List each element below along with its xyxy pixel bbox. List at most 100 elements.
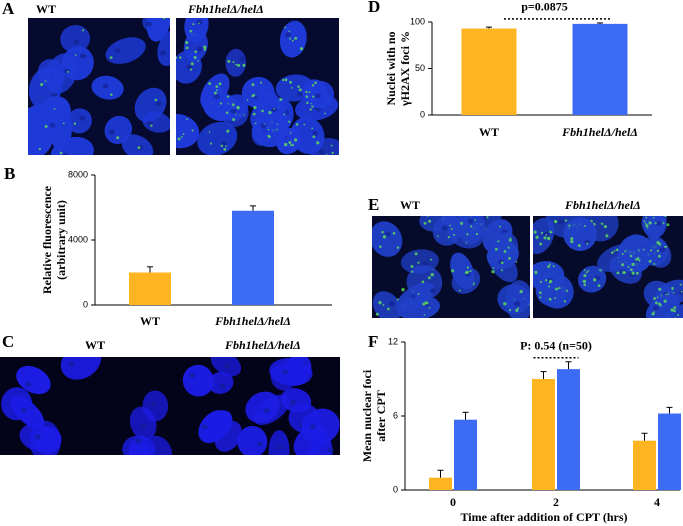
focus bbox=[660, 209, 662, 211]
focus bbox=[466, 233, 469, 236]
focus bbox=[225, 145, 227, 148]
micrograph bbox=[176, 18, 341, 157]
focus bbox=[548, 285, 550, 288]
y-axis-label: Nuclei with no bbox=[384, 31, 398, 105]
image-label: WT bbox=[85, 338, 105, 352]
y-tick-label: 4000 bbox=[68, 234, 88, 244]
focus bbox=[314, 81, 317, 85]
focus bbox=[53, 107, 56, 110]
nucleus bbox=[253, 394, 290, 425]
nucleus bbox=[45, 53, 78, 94]
focus bbox=[208, 82, 212, 85]
focus bbox=[176, 56, 177, 59]
focus bbox=[191, 129, 194, 132]
focus bbox=[663, 299, 667, 303]
focus bbox=[268, 111, 272, 115]
x-tick-label: Fbh1helΔ/helΔ bbox=[214, 314, 291, 328]
y-tick-label: 12 bbox=[388, 336, 398, 346]
focus bbox=[508, 238, 512, 242]
focus bbox=[568, 224, 571, 227]
nucleolus bbox=[140, 424, 147, 430]
y-axis-label: (arbitrary unit) bbox=[54, 200, 68, 280]
focus bbox=[232, 103, 235, 107]
focus bbox=[186, 118, 188, 121]
focus bbox=[564, 219, 568, 222]
error-bar bbox=[486, 26, 492, 29]
nucleolus bbox=[213, 94, 220, 100]
focus bbox=[209, 142, 213, 145]
focus bbox=[289, 37, 292, 40]
focus bbox=[658, 302, 661, 306]
nucleus bbox=[432, 216, 463, 246]
nucleolus bbox=[312, 130, 319, 136]
nucleus bbox=[301, 408, 340, 445]
nucleolus bbox=[102, 83, 109, 89]
focus bbox=[252, 112, 256, 116]
focus bbox=[583, 283, 587, 287]
focus bbox=[587, 270, 590, 272]
bar bbox=[461, 28, 517, 115]
nucleolus bbox=[189, 373, 196, 379]
nucleus bbox=[105, 37, 146, 64]
focus bbox=[472, 212, 475, 215]
focus bbox=[550, 211, 553, 214]
nucleus bbox=[609, 255, 643, 284]
focus bbox=[460, 221, 464, 225]
nucleus bbox=[641, 216, 667, 238]
focus bbox=[464, 271, 468, 275]
image-label: Fbh1helΔ/helΔ bbox=[224, 338, 301, 352]
focus bbox=[260, 81, 263, 84]
nucleus bbox=[176, 113, 200, 149]
focus bbox=[289, 80, 292, 84]
nucleus bbox=[221, 100, 249, 127]
focus bbox=[339, 155, 341, 157]
bar bbox=[454, 419, 477, 490]
focus bbox=[645, 224, 649, 228]
focus bbox=[40, 83, 44, 87]
nucleolus bbox=[263, 408, 270, 414]
nucleolus bbox=[150, 401, 157, 407]
focus bbox=[338, 152, 339, 155]
focus bbox=[428, 306, 431, 309]
x-tick-label: WT bbox=[479, 125, 499, 139]
nucleolus bbox=[230, 108, 237, 114]
focus bbox=[267, 134, 270, 137]
focus bbox=[295, 123, 299, 126]
focus bbox=[421, 280, 425, 284]
nucleus bbox=[200, 73, 230, 109]
annotation: P: 0.54 (n=50) bbox=[520, 338, 592, 352]
focus bbox=[585, 271, 588, 274]
error-bar bbox=[437, 469, 444, 478]
focus bbox=[503, 250, 507, 253]
focus bbox=[306, 101, 309, 105]
x-tick-label: 4 bbox=[654, 495, 660, 509]
panel-letter: B bbox=[4, 164, 15, 183]
nucleolus bbox=[196, 19, 203, 25]
bar bbox=[129, 272, 171, 305]
nucleolus bbox=[289, 399, 296, 405]
focus bbox=[535, 235, 539, 239]
focus bbox=[458, 289, 461, 292]
nucleus bbox=[122, 435, 156, 455]
focus bbox=[631, 262, 635, 267]
focus bbox=[657, 254, 661, 258]
focus bbox=[469, 270, 472, 273]
focus bbox=[379, 245, 382, 249]
focus bbox=[486, 216, 489, 219]
focus bbox=[226, 129, 230, 133]
focus bbox=[466, 266, 469, 269]
nucleolus bbox=[148, 458, 154, 463]
nucleolus bbox=[68, 361, 75, 367]
focus bbox=[382, 303, 385, 306]
focus bbox=[424, 301, 428, 305]
focus bbox=[645, 216, 648, 219]
focus bbox=[538, 291, 542, 295]
focus bbox=[515, 308, 519, 312]
focus bbox=[303, 123, 306, 126]
focus bbox=[613, 250, 616, 252]
image-label: Fbh1helΔ/helΔ bbox=[187, 2, 264, 16]
annotation: p=0.0875 bbox=[521, 0, 568, 14]
focus bbox=[539, 296, 542, 299]
nucleolus bbox=[584, 239, 591, 245]
